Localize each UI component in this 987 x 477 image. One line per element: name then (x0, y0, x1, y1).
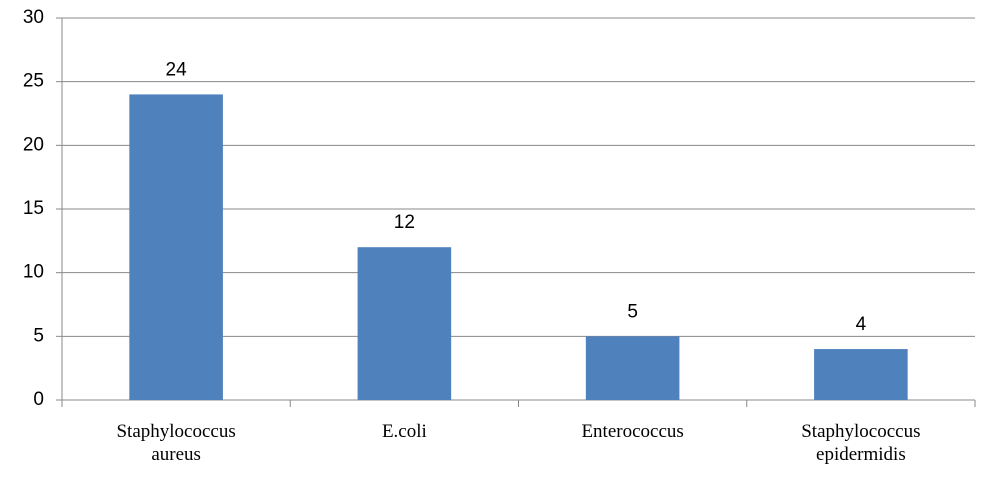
y-tick-label: 25 (23, 71, 44, 92)
bar (585, 336, 680, 400)
bar (129, 94, 223, 401)
y-tick-label: 10 (23, 262, 44, 283)
y-tick-label: 15 (23, 198, 44, 219)
data-label: 24 (166, 59, 188, 80)
y-tick-label: 20 (23, 134, 44, 155)
x-tick-label: Enterococcus (581, 421, 684, 442)
x-tick-label: Staphylococcus aureus (116, 421, 236, 465)
x-tick-label: Staphylococcus epidermidis (801, 421, 921, 465)
data-label: 4 (856, 314, 867, 335)
y-tick-label: 0 (33, 389, 44, 410)
bar (814, 349, 908, 400)
data-label: 5 (627, 301, 638, 322)
x-tick-label: E.coli (381, 421, 427, 442)
data-label: 12 (394, 212, 415, 233)
bar (357, 247, 452, 400)
y-tick-label: 30 (23, 7, 44, 28)
y-tick-label: 5 (33, 325, 44, 346)
